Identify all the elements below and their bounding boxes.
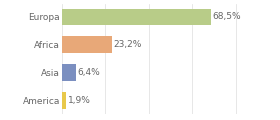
Text: 6,4%: 6,4% (77, 68, 100, 77)
Bar (62, 36, 112, 53)
Text: 68,5%: 68,5% (212, 12, 241, 21)
Text: 1,9%: 1,9% (67, 96, 90, 105)
Bar (62, 92, 66, 109)
Bar (62, 64, 76, 81)
Text: 23,2%: 23,2% (114, 40, 142, 49)
Bar (62, 9, 211, 25)
